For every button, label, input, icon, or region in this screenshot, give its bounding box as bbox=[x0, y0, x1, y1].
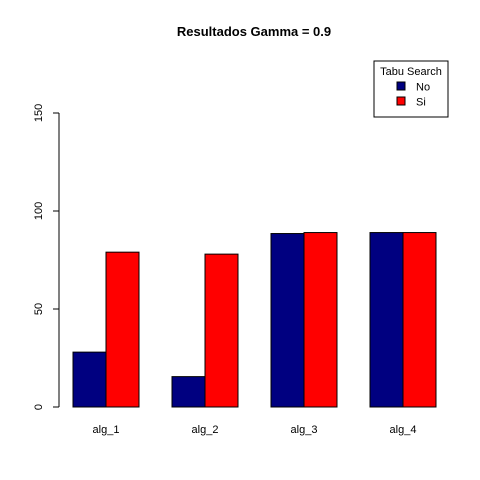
bar-alg_1-si bbox=[105, 251, 140, 408]
bars bbox=[72, 232, 437, 408]
bar-alg_1-no bbox=[72, 351, 107, 408]
y-tick-label: 150 bbox=[33, 104, 45, 122]
legend-label-no: No bbox=[416, 82, 430, 94]
x-tick-label: alg_4 bbox=[390, 424, 417, 436]
legend-swatch-no bbox=[396, 81, 406, 91]
x-tick-label: alg_1 bbox=[93, 424, 120, 436]
legend-box bbox=[373, 60, 449, 118]
bar-alg_2-no bbox=[171, 376, 206, 408]
x-axis-labels: alg_1 alg_2 alg_3 alg_4 bbox=[93, 424, 417, 436]
x-tick-label: alg_2 bbox=[192, 424, 219, 436]
x-tick-label: alg_3 bbox=[291, 424, 318, 436]
bar-alg_4-si bbox=[402, 232, 437, 408]
bar-alg_3-si bbox=[303, 232, 338, 408]
bar-alg_3-no bbox=[270, 233, 305, 408]
legend-title: Tabu Search bbox=[380, 66, 442, 78]
chart-title: Resultados Gamma = 0.9 bbox=[177, 24, 331, 39]
bar-alg_2-si bbox=[204, 253, 239, 408]
legend: Tabu Search No Si bbox=[373, 60, 449, 118]
y-ticks: 0 50 100 150 bbox=[33, 104, 59, 410]
bar-alg_4-no bbox=[369, 232, 404, 408]
y-tick-label: 50 bbox=[33, 303, 45, 315]
legend-swatch-si bbox=[396, 96, 406, 106]
y-tick-label: 100 bbox=[33, 202, 45, 220]
legend-label-si: Si bbox=[416, 97, 426, 109]
y-axis: 0 50 100 150 bbox=[33, 104, 60, 410]
y-tick-label: 0 bbox=[33, 404, 45, 410]
